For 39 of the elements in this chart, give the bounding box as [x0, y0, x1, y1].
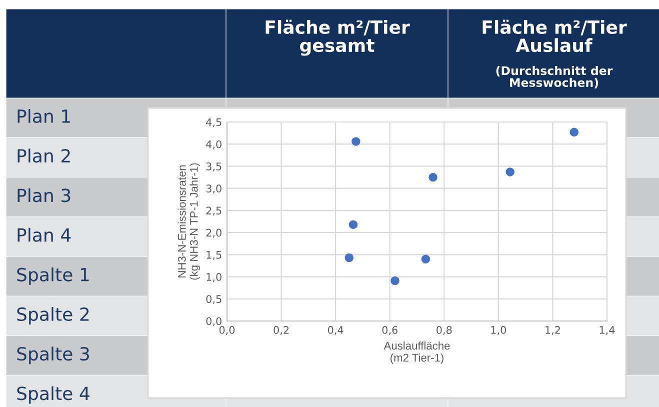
x-axis-title: Auslauffläche (m2 Tier-1) — [384, 342, 450, 364]
x-tick-label: 0,4 — [328, 326, 344, 335]
x-tick-label: 0,0 — [219, 326, 235, 335]
text: (Durchschnitt der Messwochen) — [496, 66, 613, 88]
x-tick-label: 0,8 — [436, 326, 452, 335]
point — [352, 137, 360, 146]
y-tick-label: 3,5 — [206, 162, 222, 172]
point — [428, 172, 438, 182]
y-tick-label: 2,5 — [206, 206, 222, 216]
point — [348, 220, 358, 229]
text: Fläche m²/Tier Auslauf — [482, 20, 627, 52]
text: Plan 4 — [18, 228, 71, 242]
point — [344, 253, 354, 262]
text: Plan 2 — [18, 148, 70, 163]
point — [506, 168, 514, 176]
y-axis-title: NH3-N-Emissionsraten (kg NH3-N TP-1 Jahr-1) — [178, 163, 200, 280]
x-tick-label: 1,2 — [546, 326, 560, 335]
text: Spalte 1 — [17, 267, 89, 285]
y-tick-label: 3,0 — [206, 184, 222, 194]
text: Plan 1 — [18, 109, 70, 124]
point — [421, 254, 430, 264]
point — [390, 276, 400, 286]
text: Spalte 4 — [17, 386, 90, 404]
text: Spalte 2 — [17, 307, 89, 325]
text: Fläche m²/Tier gesamt — [266, 20, 410, 56]
y-tick-label: 4,5 — [206, 118, 222, 128]
y-tick-label: 0,5 — [206, 295, 222, 304]
y-tick-label: 1,0 — [206, 273, 222, 282]
y-tick-label: 1,5 — [206, 251, 222, 260]
y-tick-label: 4,0 — [206, 140, 222, 150]
x-tick-label: 1,0 — [491, 326, 506, 335]
y-tick-label: 2,0 — [206, 228, 222, 238]
x-tick-label: 0,6 — [382, 326, 398, 335]
text: Plan 3 — [18, 188, 70, 202]
y-tick-label: 0,0 — [206, 317, 222, 326]
point — [570, 128, 579, 137]
x-tick-label: 0,2 — [274, 326, 289, 335]
x-tick-label: 1,4 — [600, 326, 615, 335]
text: Spalte 3 — [17, 346, 89, 364]
